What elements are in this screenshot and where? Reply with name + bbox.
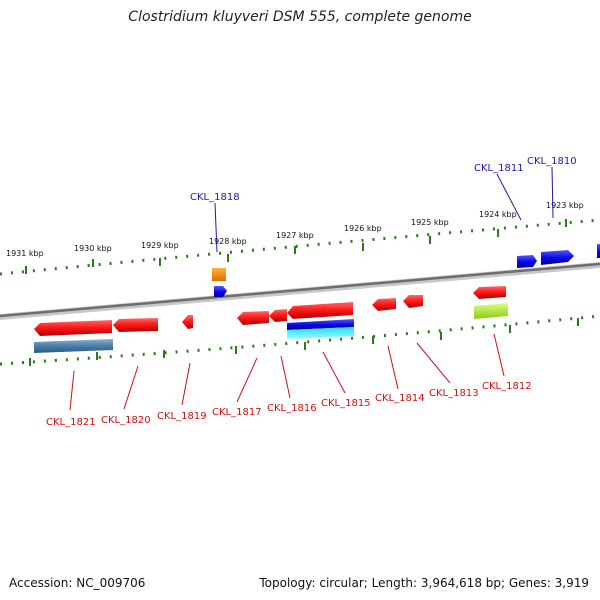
feature-ckl-1821-bar[interactable]	[34, 339, 113, 353]
gene-label-ckl-1815[interactable]: CKL_1815	[321, 398, 371, 409]
feature-ckl-1815-blue-bar[interactable]	[287, 319, 354, 330]
ruler-label-1925: 1925 kbp	[411, 218, 449, 227]
gene-label-ckl-1813[interactable]: CKL_1813	[429, 388, 479, 399]
accession-text: Accession: NC_009706	[9, 576, 146, 590]
feature-ckl-1815-cyan-bar[interactable]	[287, 327, 354, 339]
ruler-label-1931: 1931 kbp	[6, 249, 44, 258]
genome-backbone-core	[0, 262, 600, 318]
ruler-label-1924: 1924 kbp	[479, 210, 517, 219]
gene-edge-arrow[interactable]	[597, 244, 600, 258]
genome-summary-text: Topology: circular; Length: 3,964,618 bp…	[259, 576, 589, 590]
ruler-label-1926: 1926 kbp	[344, 224, 382, 233]
feature-ckl-1812-bar[interactable]	[474, 303, 508, 319]
ruler-label-1927: 1927 kbp	[276, 231, 314, 240]
gene-ckl-1813-arrow[interactable]	[403, 295, 423, 308]
ruler-label-1923: 1923 kbp	[546, 201, 584, 210]
ruler-labels: 1931 kbp 1930 kbp 1929 kbp 1928 kbp 1927…	[6, 201, 584, 258]
upper-ruler	[0, 218, 600, 276]
gene-label-ckl-1812[interactable]: CKL_1812	[482, 381, 532, 392]
gene-label-ckl-1814[interactable]: CKL_1814	[375, 393, 425, 404]
gene-label-ckl-1811[interactable]: CKL_1811	[474, 163, 524, 174]
gene-ckl-1818-arrow[interactable]	[214, 286, 227, 297]
gene-labels-top: CKL_1818 CKL_1811 CKL_1810	[190, 156, 577, 203]
gene-label-ckl-1821[interactable]: CKL_1821	[46, 417, 96, 428]
ruler-label-1928: 1928 kbp	[209, 237, 247, 246]
gene-ckl-1817-arrow[interactable]	[237, 311, 269, 325]
ruler-label-1929: 1929 kbp	[141, 241, 179, 250]
leader-lines	[69, 166, 554, 411]
genome-title: Clostridium kluyveri DSM 555, complete g…	[128, 9, 472, 25]
gene-ckl-1820-arrow[interactable]	[113, 318, 158, 332]
ruler-label-1930: 1930 kbp	[74, 244, 112, 253]
gene-ckl-1814-arrow[interactable]	[372, 298, 396, 311]
gene-ckl-1811-arrow[interactable]	[517, 255, 537, 268]
gene-ckl-1815-arrow[interactable]	[287, 302, 353, 319]
gene-label-ckl-1818[interactable]: CKL_1818	[190, 192, 240, 203]
gene-label-ckl-1820[interactable]: CKL_1820	[101, 415, 151, 426]
gene-label-ckl-1819[interactable]: CKL_1819	[157, 411, 207, 422]
gene-ckl-1812-arrow[interactable]	[473, 286, 506, 299]
gene-ckl-1821-arrow[interactable]	[34, 320, 112, 336]
gene-label-ckl-1810[interactable]: CKL_1810	[527, 156, 577, 167]
gene-ckl-1810-arrow[interactable]	[541, 250, 574, 265]
feature-ckl-1818-orange[interactable]	[212, 268, 226, 281]
lower-ruler	[0, 314, 600, 366]
gene-ckl-1819-arrow[interactable]	[182, 315, 193, 329]
feature-bars	[34, 303, 508, 353]
gene-labels-bottom: CKL_1821 CKL_1820 CKL_1819 CKL_1817 CKL_…	[46, 381, 532, 428]
gene-ckl-1816-arrow[interactable]	[269, 309, 287, 322]
forward-genes	[212, 244, 600, 297]
gene-label-ckl-1817[interactable]: CKL_1817	[212, 407, 262, 418]
gene-label-ckl-1816[interactable]: CKL_1816	[267, 403, 317, 414]
reverse-genes	[34, 286, 506, 336]
